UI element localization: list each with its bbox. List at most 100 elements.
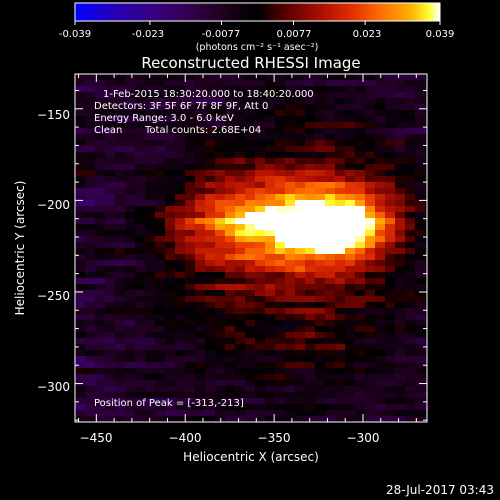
heatmap-cell <box>405 158 416 165</box>
heatmap-cell <box>105 188 116 195</box>
heatmap-cell <box>155 86 166 93</box>
heatmap-cell <box>135 290 146 297</box>
heatmap-cell <box>295 170 306 177</box>
heatmap-cell <box>345 362 356 369</box>
heatmap-cell <box>75 356 86 363</box>
heatmap-cell <box>255 326 266 333</box>
heatmap-cell <box>75 338 86 345</box>
heatmap-cell <box>265 356 276 363</box>
heatmap-cell <box>225 290 236 297</box>
heatmap-cell <box>95 344 106 351</box>
heatmap-cell <box>325 404 336 411</box>
heatmap-cell <box>205 74 216 81</box>
heatmap-cell <box>115 326 126 333</box>
heatmap-cell <box>365 188 376 195</box>
heatmap-cell <box>285 86 296 93</box>
heatmap-cell <box>355 326 366 333</box>
heatmap-cell <box>175 152 186 159</box>
heatmap-cell <box>295 104 306 111</box>
heatmap-cell <box>105 350 116 357</box>
heatmap-cell <box>145 278 156 285</box>
heatmap-cell <box>375 260 386 267</box>
heatmap-cell <box>125 152 136 159</box>
heatmap-cell <box>245 260 256 267</box>
heatmap-cell <box>415 122 426 129</box>
heatmap-cell <box>315 296 326 303</box>
heatmap-cell <box>325 392 336 399</box>
heatmap-cell <box>105 272 116 279</box>
heatmap-cell <box>355 416 366 422</box>
heatmap-cell <box>135 86 146 93</box>
heatmap-cell <box>265 74 276 81</box>
heatmap-cell <box>295 374 306 381</box>
heatmap-cell <box>215 230 226 237</box>
heatmap-cell <box>395 326 406 333</box>
heatmap-cell <box>155 116 166 123</box>
heatmap-cell <box>215 218 226 225</box>
heatmap-cell <box>275 278 286 285</box>
heatmap-cell <box>355 242 366 249</box>
heatmap-cell <box>355 266 366 273</box>
heatmap-cell <box>125 176 136 183</box>
heatmap-cell <box>385 236 396 243</box>
heatmap-cell <box>415 296 426 303</box>
heatmap-cell <box>405 314 416 321</box>
heatmap-cell <box>155 212 166 219</box>
heatmap-cell <box>95 254 106 261</box>
heatmap-cell <box>135 326 146 333</box>
heatmap-cell <box>385 314 396 321</box>
heatmap-cell <box>165 236 176 243</box>
heatmap-cell <box>105 98 116 105</box>
heatmap-cell <box>335 386 346 393</box>
heatmap-cell <box>95 332 106 339</box>
heatmap-cell <box>385 176 396 183</box>
heatmap-cell <box>265 290 276 297</box>
heatmap-cell <box>175 230 186 237</box>
heatmap-cell <box>85 176 96 183</box>
heatmap-cell <box>245 92 256 99</box>
heatmap-cell <box>155 182 166 189</box>
heatmap-cell <box>155 74 166 81</box>
heatmap-cell <box>345 92 356 99</box>
heatmap-cell <box>275 338 286 345</box>
heatmap-cell <box>365 320 376 327</box>
heatmap-cell <box>185 308 196 315</box>
heatmap-cell <box>235 272 246 279</box>
heatmap-cell <box>345 194 356 201</box>
heatmap-cell <box>195 236 206 243</box>
heatmap-cell <box>195 356 206 363</box>
heatmap-cell <box>275 356 286 363</box>
heatmap-cell <box>375 290 386 297</box>
heatmap-cell <box>315 338 326 345</box>
heatmap-cell <box>265 302 276 309</box>
heatmap-cell <box>195 332 206 339</box>
heatmap-cell <box>315 218 326 225</box>
heatmap-cell <box>405 98 416 105</box>
heatmap-cell <box>325 344 336 351</box>
heatmap-cell <box>155 146 166 153</box>
heatmap-cell <box>75 152 86 159</box>
heatmap-cell <box>295 326 306 333</box>
heatmap-cell <box>315 356 326 363</box>
heatmap-cell <box>385 104 396 111</box>
heatmap-cell <box>355 110 366 117</box>
heatmap-cell <box>285 74 296 81</box>
heatmap-cell <box>125 260 136 267</box>
heatmap-cell <box>395 278 406 285</box>
heatmap-cell <box>125 344 136 351</box>
heatmap-cell <box>355 290 366 297</box>
heatmap-cell <box>205 248 216 255</box>
heatmap-cell <box>115 320 126 327</box>
heatmap-cell <box>225 374 236 381</box>
heatmap-cell <box>155 332 166 339</box>
heatmap-cell <box>425 140 427 147</box>
heatmap-cell <box>205 404 216 411</box>
heatmap-cell <box>205 374 216 381</box>
heatmap-cell <box>205 260 216 267</box>
heatmap-cell <box>335 80 346 87</box>
heatmap-cell <box>375 170 386 177</box>
heatmap-cell <box>375 230 386 237</box>
heatmap-cell <box>285 110 296 117</box>
heatmap-cell <box>335 194 346 201</box>
heatmap-cell <box>205 254 216 261</box>
